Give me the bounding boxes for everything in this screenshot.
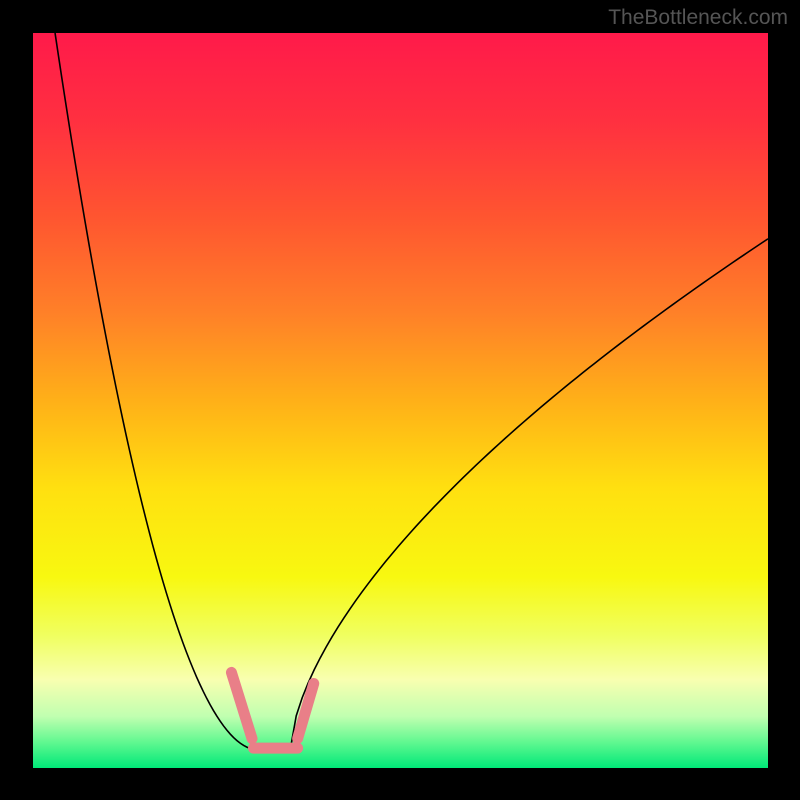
chart-container: TheBottleneck.com	[0, 0, 800, 800]
watermark-text: TheBottleneck.com	[608, 6, 788, 30]
plot-gradient	[33, 33, 768, 768]
bottleneck-chart	[0, 0, 800, 800]
